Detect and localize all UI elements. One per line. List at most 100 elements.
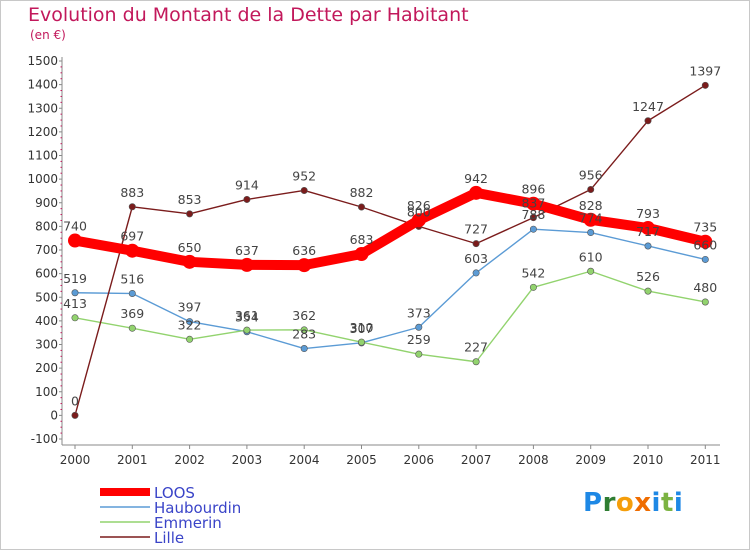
data-label-emmerin: 227: [464, 340, 488, 355]
data-label-emmerin: 610: [579, 249, 603, 264]
data-point-loos: [182, 254, 197, 269]
data-label-haubourdin: 788: [521, 207, 545, 222]
series-loos: [68, 185, 713, 273]
y-tick-label: 900: [35, 196, 58, 210]
data-label-emmerin: 259: [407, 332, 431, 347]
data-label-lille: 853: [178, 192, 202, 207]
y-tick-label: 200: [35, 361, 58, 375]
data-label-loos: 637: [235, 243, 259, 258]
data-label-haubourdin: 774: [579, 211, 603, 226]
data-point-lille: [186, 210, 194, 218]
series-line-loos: [70, 187, 711, 271]
data-point-lille: [300, 186, 308, 194]
logo-letter: i: [673, 488, 684, 518]
data-point-emmerin: [300, 326, 308, 334]
data-point-loos: [354, 247, 369, 262]
data-point-lille: [71, 411, 79, 419]
data-point-lille: [644, 117, 652, 125]
data-label-emmerin: 310: [350, 320, 374, 335]
data-label-lille: 882: [350, 185, 374, 200]
data-label-lille: 914: [235, 177, 259, 192]
x-tick-label: 2009: [575, 453, 606, 467]
y-tick-label: 300: [35, 338, 58, 352]
data-label-haubourdin: 516: [120, 271, 144, 286]
data-label-loos: 650: [178, 240, 202, 255]
data-point-loos: [125, 243, 140, 258]
data-point-emmerin: [415, 350, 423, 358]
logo-letter: r: [602, 488, 616, 518]
data-label-loos: 826: [407, 198, 431, 213]
y-tick-label: 1300: [27, 101, 58, 115]
data-label-haubourdin: 603: [464, 251, 488, 266]
data-point-haubourdin: [472, 269, 480, 277]
data-label-lille: 956: [579, 168, 603, 183]
series-layer: [68, 81, 713, 419]
data-point-haubourdin: [587, 229, 595, 237]
data-label-loos: 828: [579, 198, 603, 213]
x-tick-label: 2010: [633, 453, 664, 467]
data-point-loos: [297, 258, 312, 273]
y-tick-label: 400: [35, 314, 58, 328]
y-tick-label: 1100: [27, 149, 58, 163]
y-tick-label: 1200: [27, 125, 58, 139]
data-label-lille: 0: [71, 393, 79, 408]
x-tick-label: 2003: [232, 453, 263, 467]
data-label-emmerin: 480: [693, 280, 717, 295]
x-tick-label: 2007: [461, 453, 492, 467]
data-point-haubourdin: [701, 255, 709, 263]
data-label-lille: 727: [464, 222, 488, 237]
data-point-loos: [698, 234, 713, 249]
data-point-lille: [472, 240, 480, 248]
data-label-lille: 800: [407, 204, 431, 219]
data-point-lille: [529, 214, 537, 222]
logo-letter: x: [634, 488, 652, 518]
y-tick-label: -100: [31, 432, 58, 446]
data-label-haubourdin: 717: [636, 224, 660, 239]
data-label-haubourdin: 397: [178, 300, 202, 315]
data-point-lille: [243, 195, 251, 203]
data-point-emmerin: [71, 314, 79, 322]
data-label-loos: 793: [636, 206, 660, 221]
data-label-emmerin: 369: [120, 306, 144, 321]
data-label-loos: 942: [464, 171, 488, 186]
data-point-haubourdin: [644, 242, 652, 250]
data-point-lille: [357, 203, 365, 211]
data-point-emmerin: [587, 267, 595, 275]
series-line-haubourdin: [74, 228, 706, 350]
data-label-haubourdin: 519: [63, 271, 87, 286]
data-point-emmerin: [243, 326, 251, 334]
legend-label-haubourdin: Haubourdin: [154, 499, 241, 517]
data-label-loos: 683: [350, 232, 374, 247]
data-label-loos: 636: [292, 243, 316, 258]
data-label-lille: 837: [521, 196, 545, 211]
data-point-lille: [128, 203, 136, 211]
data-point-emmerin: [529, 283, 537, 291]
data-point-haubourdin: [186, 318, 194, 326]
data-point-lille: [701, 81, 709, 89]
y-tick-label: 600: [35, 267, 58, 281]
data-point-lille: [587, 186, 595, 194]
data-point-haubourdin: [128, 289, 136, 297]
y-tick-label: 700: [35, 243, 58, 257]
data-label-lille: 1247: [632, 99, 664, 114]
x-tick-label: 2002: [174, 453, 205, 467]
legend-label-lille: Lille: [154, 529, 184, 547]
y-tick-label: 1400: [27, 78, 58, 92]
data-point-haubourdin: [529, 225, 537, 233]
data-label-emmerin: 413: [63, 296, 87, 311]
data-point-loos: [526, 196, 541, 211]
data-label-lille: 883: [120, 185, 144, 200]
data-label-emmerin: 526: [636, 269, 660, 284]
legend-label-loos: LOOS: [154, 484, 195, 502]
data-labels: 740 697 650 637 636 683 826 942 896 828 793 735 519 5…: [63, 63, 721, 408]
series-haubourdin: [71, 225, 709, 353]
data-point-loos: [469, 185, 484, 200]
data-point-emmerin: [186, 335, 194, 343]
data-label-emmerin: 362: [292, 308, 316, 323]
data-label-loos: 735: [693, 220, 717, 235]
series-emmerin: [71, 267, 709, 366]
data-label-haubourdin: 660: [693, 237, 717, 252]
logo-letter: o: [615, 488, 635, 518]
